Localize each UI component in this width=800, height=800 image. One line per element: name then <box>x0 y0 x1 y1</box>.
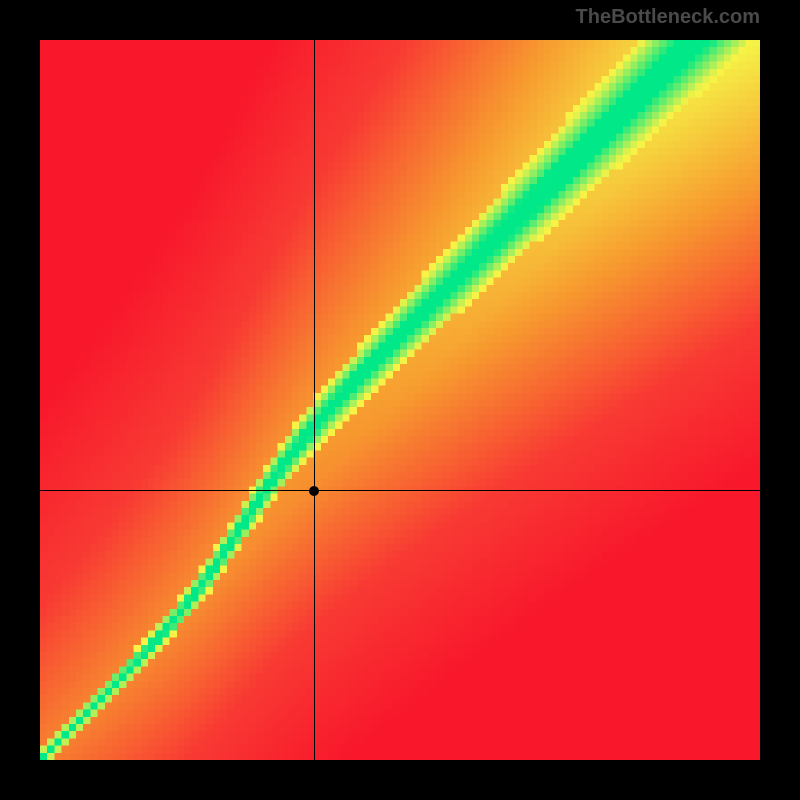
heatmap-canvas <box>40 40 760 760</box>
plot-area <box>40 40 760 760</box>
data-point-marker <box>309 486 319 496</box>
crosshair-vertical <box>314 40 315 760</box>
watermark-text: TheBottleneck.com <box>576 6 760 29</box>
crosshair-horizontal <box>40 490 760 491</box>
chart-container: TheBottleneck.com <box>0 0 800 800</box>
